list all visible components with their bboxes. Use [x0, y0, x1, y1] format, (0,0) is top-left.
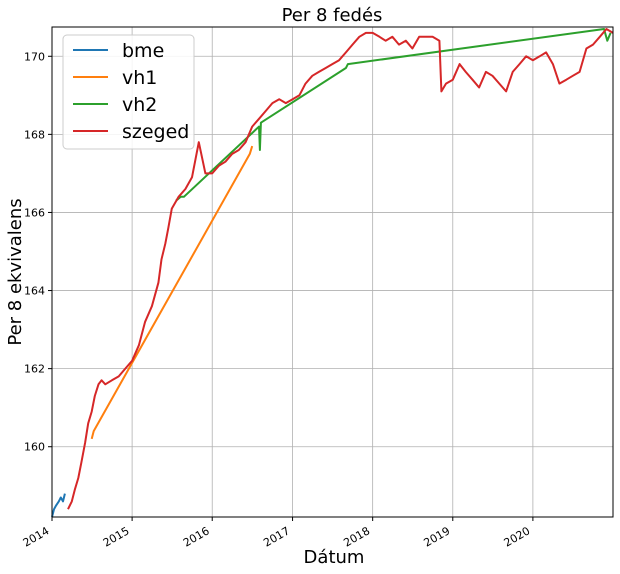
- plot-frame: [51, 26, 614, 518]
- chart-title: Per 8 fedés: [282, 5, 383, 26]
- series-layer: [51, 28, 614, 518]
- y-tick-label: 162: [24, 363, 45, 376]
- legend-label-szeged: szeged: [122, 121, 189, 143]
- y-tick-label: 168: [24, 128, 45, 141]
- legend: bme vh1 vh2 szeged: [62, 34, 195, 150]
- y-tick-label: 170: [24, 50, 45, 63]
- y-tick-label: 166: [24, 206, 45, 219]
- y-axis-ticks: 160 162 164 166 168 170: [24, 50, 52, 454]
- legend-label-vh2: vh2: [122, 94, 157, 116]
- x-axis-title: Dátum: [304, 547, 365, 568]
- series-line-bme: [51, 493, 66, 518]
- y-axis-title: Per 8 ekvivalens: [5, 198, 26, 345]
- legend-box: [62, 34, 195, 150]
- grid-lines: [51, 27, 613, 517]
- series-line-szeged: [67, 28, 614, 510]
- y-tick-label: 160: [24, 441, 45, 454]
- legend-label-vh1: vh1: [122, 67, 157, 89]
- y-tick-label: 164: [24, 285, 45, 298]
- legend-label-bme: bme: [122, 40, 164, 62]
- series-line-vh1: [90, 145, 254, 440]
- series-line-vh2: [175, 28, 612, 202]
